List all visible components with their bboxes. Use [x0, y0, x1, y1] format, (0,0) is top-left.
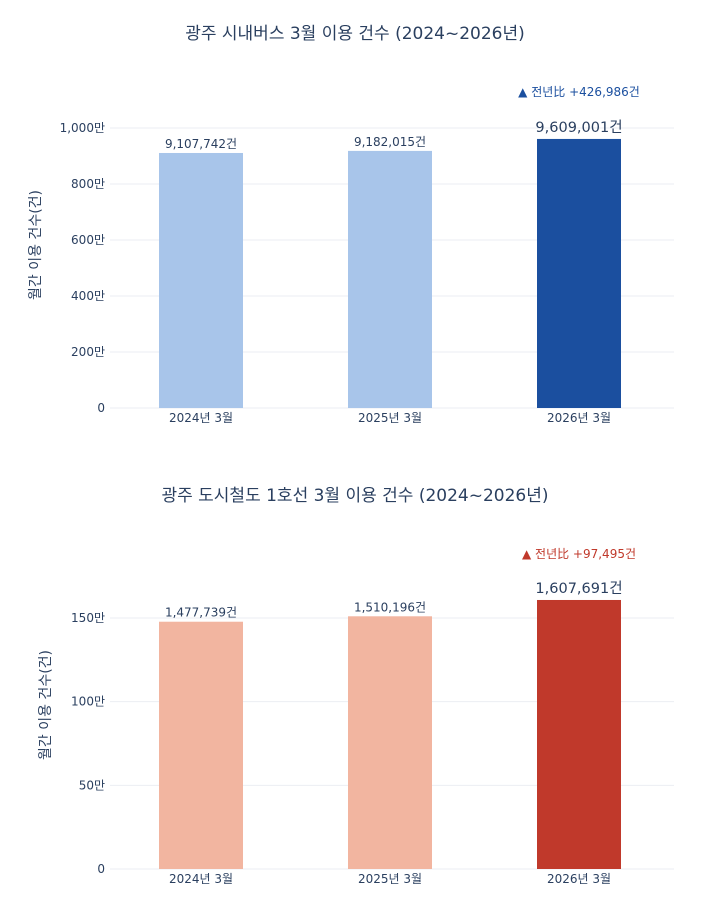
x-tick-label: 2024년 3월: [169, 411, 233, 425]
bar: [159, 621, 243, 869]
chart-title: 광주 도시철도 1호선 3월 이용 건수 (2024~2026년): [161, 486, 548, 506]
y-tick-label: 0: [97, 401, 105, 415]
y-tick-label: 0: [97, 862, 105, 876]
data-label: 1,477,739건: [165, 606, 237, 620]
y-tick-label: 1,000만: [60, 121, 105, 135]
y-tick-label: 400만: [71, 289, 105, 303]
yoy-annotation: ▲ 전년比 +97,495건: [522, 547, 636, 561]
data-label: 1,510,196건: [354, 600, 426, 614]
x-tick-label: 2025년 3월: [358, 411, 422, 425]
data-label: 9,107,742건: [165, 137, 237, 151]
yoy-annotation: ▲ 전년比 +426,986건: [518, 85, 640, 99]
bar: [348, 616, 432, 869]
data-label: 1,607,691건: [535, 580, 622, 597]
chart-title: 광주 시내버스 3월 이용 건수 (2024~2026년): [185, 24, 525, 44]
bar: [348, 150, 432, 409]
bus-chart: 광주 시내버스 3월 이용 건수 (2024~2026년) 월간 이용 건수(건…: [28, 24, 674, 425]
bar: [537, 599, 621, 869]
y-tick-label: 200만: [71, 345, 105, 359]
y-tick-label: 100만: [71, 695, 105, 709]
bar: [159, 152, 243, 408]
y-tick-label: 800만: [71, 177, 105, 191]
y-axis-label: 월간 이용 건수(건): [28, 190, 44, 300]
y-tick-label: 150만: [71, 611, 105, 625]
x-tick-label: 2026년 3월: [547, 872, 611, 886]
x-tick-label: 2024년 3월: [169, 872, 233, 886]
y-axis-label: 월간 이용 건수(건): [38, 650, 54, 760]
bar: [537, 138, 621, 408]
subway-chart: 광주 도시철도 1호선 3월 이용 건수 (2024~2026년) 월간 이용 …: [38, 486, 674, 886]
data-label: 9,609,001건: [535, 119, 622, 136]
y-tick-label: 600만: [71, 233, 105, 247]
y-tick-label: 50만: [79, 778, 105, 792]
x-tick-label: 2026년 3월: [547, 411, 611, 425]
data-label: 9,182,015건: [354, 135, 426, 149]
x-tick-label: 2025년 3월: [358, 872, 422, 886]
